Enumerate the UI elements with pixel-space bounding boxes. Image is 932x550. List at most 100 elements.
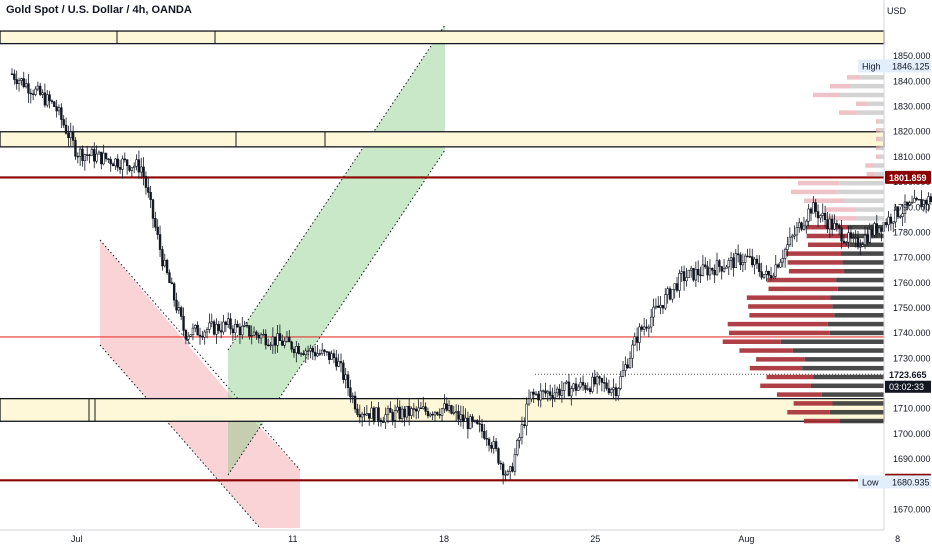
volume-bar-buy — [788, 268, 845, 274]
candle-up — [337, 361, 340, 367]
candle-up — [781, 258, 785, 263]
candle-up — [410, 408, 413, 416]
candle-down — [920, 199, 923, 208]
candle-down — [837, 224, 841, 229]
volume-bar-sell — [856, 216, 884, 221]
candle-down — [339, 361, 343, 364]
candle-up — [516, 440, 519, 455]
candle-down — [593, 376, 597, 385]
candle-up — [586, 388, 589, 390]
volume-bar-sell — [836, 277, 884, 283]
high-label-value: 1846.125 — [892, 61, 930, 71]
price-tick-label: 1760.000 — [893, 278, 931, 288]
candle-up — [330, 353, 333, 360]
volume-bar-sell — [879, 119, 884, 124]
candle-up — [443, 403, 446, 410]
high-label-bg — [858, 59, 931, 73]
exchange: OANDA — [151, 4, 192, 16]
candle-up — [539, 390, 542, 401]
candle-up — [798, 222, 801, 228]
candle-down — [55, 106, 58, 112]
candle-down — [335, 357, 338, 367]
volume-bar-sell — [829, 409, 884, 415]
volume-bar-sell — [834, 313, 884, 318]
candle-down — [457, 411, 460, 420]
candle-down — [436, 411, 439, 415]
candle-up — [753, 258, 756, 266]
candle-up — [579, 382, 582, 388]
candle-down — [602, 382, 606, 384]
time-tick-label: 8 — [895, 534, 900, 544]
candle-down — [48, 94, 51, 102]
price-tick-label: 1830.000 — [893, 102, 931, 112]
volume-bar-sell — [810, 383, 884, 389]
candle-up — [351, 395, 354, 398]
candle-down — [158, 234, 162, 250]
volume-bar-buy — [876, 119, 880, 124]
candle-down — [407, 405, 411, 416]
candle-up — [854, 237, 857, 239]
candle-down — [523, 424, 526, 426]
candle-up — [234, 323, 237, 334]
volume-bar-sell — [813, 374, 884, 380]
candle-down — [231, 328, 235, 334]
candle-up — [299, 353, 303, 355]
candle-up — [24, 83, 28, 88]
candle-up — [534, 393, 538, 396]
candle-down — [657, 305, 660, 308]
candle-up — [41, 92, 44, 95]
candle-down — [151, 199, 155, 219]
candle-up — [873, 223, 876, 236]
candle-up — [189, 334, 192, 337]
price-tick-label: 1820.000 — [893, 127, 931, 137]
volume-bar-buy — [830, 83, 850, 89]
candle-up — [899, 216, 902, 218]
candle-down — [382, 421, 385, 423]
candle-down — [328, 351, 331, 360]
volume-bar-buy — [749, 313, 835, 318]
volume-bar-buy — [768, 286, 838, 292]
volume-bar-sell — [849, 242, 884, 248]
candle-down — [342, 362, 345, 380]
candle-up — [360, 413, 364, 418]
candle-down — [471, 416, 474, 422]
candle-down — [22, 78, 25, 88]
candle-down — [64, 124, 68, 134]
candle-up — [262, 333, 265, 336]
volume-bar-sell — [829, 330, 884, 336]
candle-down — [483, 430, 486, 439]
candle-down — [266, 344, 270, 347]
candle-up — [624, 364, 627, 371]
candle-up — [530, 391, 533, 400]
last-price-label-sub: 03:02:33 — [889, 382, 924, 392]
volume-bar-sell — [849, 83, 884, 89]
candle-down — [490, 444, 493, 449]
volume-bar-buy — [727, 321, 828, 327]
volume-bar-buy — [804, 418, 840, 424]
candle-up — [187, 336, 190, 340]
candle-down — [835, 223, 839, 226]
candle-down — [567, 381, 571, 397]
candle-up — [555, 388, 559, 394]
candle-up — [908, 202, 911, 206]
candle-up — [863, 235, 867, 245]
candle-down — [118, 167, 122, 170]
volume-bar-buy — [776, 392, 822, 397]
candle-up — [386, 408, 390, 415]
candle-down — [238, 326, 242, 336]
candle-down — [292, 348, 296, 354]
descending-channel-fill — [100, 240, 300, 528]
time-tick-label: 25 — [590, 534, 600, 544]
candle-down — [71, 131, 75, 141]
candle-up — [819, 215, 822, 219]
candle-up — [765, 270, 768, 275]
candle-up — [452, 412, 455, 414]
volume-bar-buy — [804, 198, 844, 203]
candle-up — [901, 213, 904, 217]
candle-up — [861, 244, 864, 247]
candle-up — [36, 85, 40, 90]
candle-up — [365, 413, 369, 416]
volume-bar-sell — [860, 75, 884, 80]
